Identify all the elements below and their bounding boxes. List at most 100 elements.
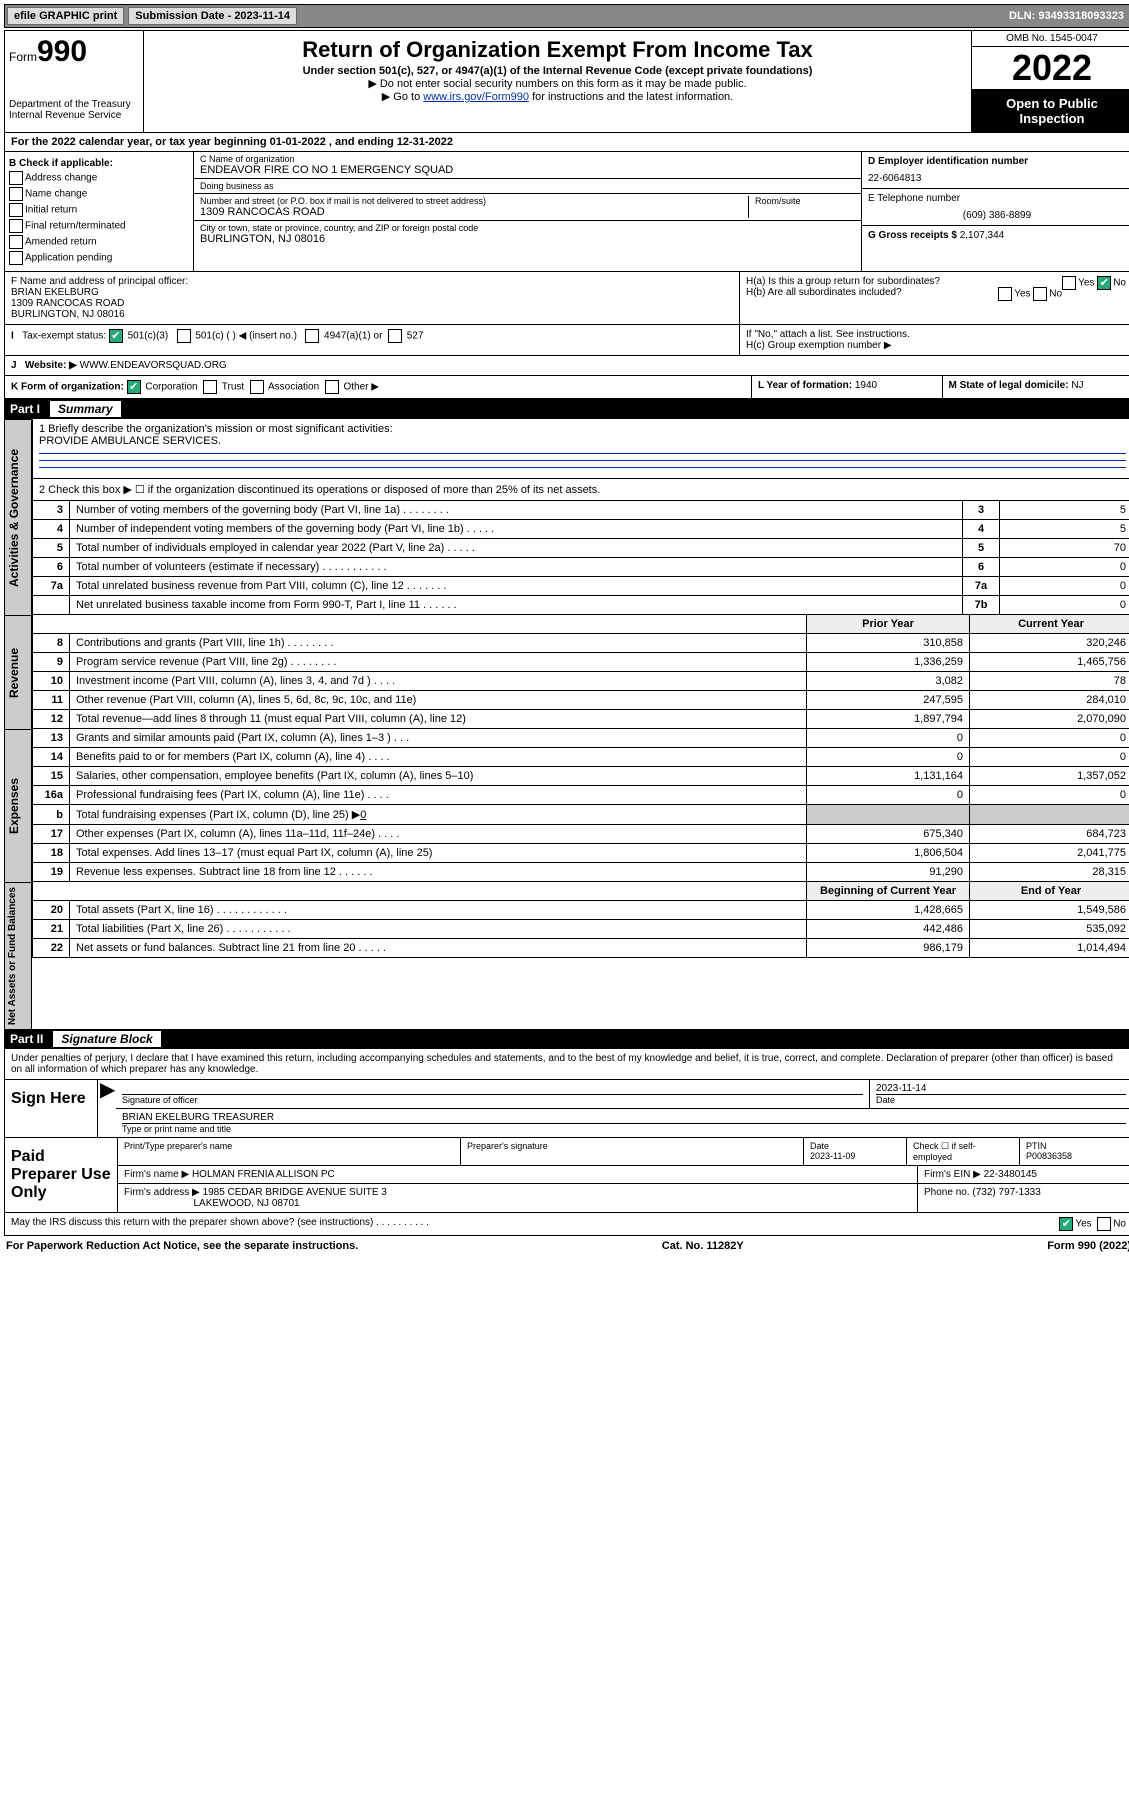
- hb-yes-cb[interactable]: [998, 287, 1012, 301]
- table-row: 7aTotal unrelated business revenue from …: [33, 577, 1129, 596]
- sig-officer: Signature of officer: [116, 1080, 870, 1108]
- begin-year-hdr: Beginning of Current Year: [807, 882, 970, 901]
- phone-value: (609) 386-8899: [868, 210, 1126, 221]
- mission-block: 1 Briefly describe the organization's mi…: [32, 419, 1129, 479]
- table-row: 10Investment income (Part VIII, column (…: [33, 672, 1129, 691]
- irs-link[interactable]: www.irs.gov/Form990: [423, 91, 529, 103]
- box-f: F Name and address of principal officer:…: [5, 272, 739, 324]
- part2-header: Part II Signature Block: [4, 1029, 1129, 1049]
- ptin-value: P00836358: [1026, 1151, 1072, 1161]
- box-i: I Tax-exempt status: ✔ 501(c)(3) 501(c) …: [5, 325, 739, 355]
- form-header: Form990 Department of the Treasury Inter…: [4, 30, 1129, 133]
- discuss-cell: May the IRS discuss this return with the…: [5, 1213, 1129, 1235]
- gross-value: 2,107,344: [960, 230, 1005, 241]
- website-value: WWW.ENDEAVORSQUAD.ORG: [80, 360, 227, 371]
- ha-no-cb[interactable]: ✔: [1097, 276, 1111, 290]
- efile-button[interactable]: efile GRAPHIC print: [7, 7, 124, 25]
- street-label: Number and street (or P.O. box if mail i…: [200, 196, 748, 206]
- sig-name: BRIAN EKELBURG TREASURER Type or print n…: [116, 1109, 1129, 1137]
- cb-corp[interactable]: ✔: [127, 380, 141, 394]
- arrow-icon: ▶: [98, 1080, 116, 1137]
- row-j: J Website: ▶ WWW.ENDEAVORSQUAD.ORG: [4, 356, 1129, 376]
- page-footer: For Paperwork Reduction Act Notice, see …: [4, 1236, 1129, 1256]
- officer-addr1: 1309 RANCOCAS ROAD: [11, 298, 733, 309]
- cb-name-change[interactable]: Name change: [9, 187, 189, 201]
- table-row: 16aProfessional fundraising fees (Part I…: [33, 786, 1129, 805]
- discuss-yes-cb[interactable]: ✔: [1059, 1217, 1073, 1231]
- box-lm: L Year of formation: 1940 M State of leg…: [751, 376, 1129, 398]
- dept-label: Department of the Treasury: [9, 99, 139, 110]
- omb-number: OMB No. 1545-0047: [972, 31, 1129, 47]
- cb-final-return[interactable]: Final return/terminated: [9, 219, 189, 233]
- part2-num: Part II: [10, 1032, 53, 1046]
- firm-ein-value: 22-3480145: [984, 1169, 1037, 1180]
- table-row: 6Total number of volunteers (estimate if…: [33, 558, 1129, 577]
- org-name: ENDEAVOR FIRE CO NO 1 EMERGENCY SQUAD: [200, 164, 855, 176]
- hb-no-cb[interactable]: [1033, 287, 1047, 301]
- street-value: 1309 RANCOCAS ROAD: [200, 206, 748, 218]
- discuss-no-cb[interactable]: [1097, 1217, 1111, 1231]
- end-year-hdr: End of Year: [970, 882, 1129, 901]
- sig-name-value: BRIAN EKELBURG TREASURER: [122, 1112, 1126, 1123]
- cb-other[interactable]: [325, 380, 339, 394]
- cb-initial-return[interactable]: Initial return: [9, 203, 189, 217]
- table-row: bTotal fundraising expenses (Part IX, co…: [33, 805, 1129, 825]
- row-klm: K Form of organization: ✔ Corporation Tr…: [4, 376, 1129, 399]
- cb-527[interactable]: [388, 329, 402, 343]
- website-label: Website: ▶: [25, 360, 77, 371]
- prep-date-value: 2023-11-09: [810, 1151, 855, 1161]
- tax-status-label: Tax-exempt status:: [22, 331, 106, 342]
- part1-num: Part I: [10, 402, 50, 416]
- expenses-table: 13Grants and similar amounts paid (Part …: [32, 729, 1129, 882]
- box-k: K Form of organization: ✔ Corporation Tr…: [5, 376, 751, 398]
- cb-amended-return[interactable]: Amended return: [9, 235, 189, 249]
- netassets-vbar: Net Assets or Fund Balances: [4, 882, 32, 1029]
- table-row: 21Total liabilities (Part X, line 26) . …: [33, 920, 1129, 939]
- firm-name-value: HOLMAN FRENIA ALLISON PC: [192, 1169, 335, 1180]
- box-m: M State of legal domicile: NJ: [943, 376, 1129, 398]
- table-row: 19Revenue less expenses. Subtract line 1…: [33, 863, 1129, 882]
- cb-assoc[interactable]: [250, 380, 264, 394]
- cb-501c[interactable]: [177, 329, 191, 343]
- table-row: 3Number of voting members of the governi…: [33, 501, 1129, 520]
- note-link: ▶ Go to www.irs.gov/Form990 for instruct…: [148, 90, 967, 103]
- mission-answer: PROVIDE AMBULANCE SERVICES.: [39, 435, 1126, 447]
- form-subtitle: Under section 501(c), 527, or 4947(a)(1)…: [148, 65, 967, 77]
- revenue-table: Prior Year Current Year 8Contributions a…: [32, 615, 1129, 729]
- firm-name-label: Firm's name ▶: [124, 1169, 189, 1180]
- table-row: 13Grants and similar amounts paid (Part …: [33, 729, 1129, 748]
- ha-yes-cb[interactable]: [1062, 276, 1076, 290]
- year-formation-value: 1940: [855, 380, 877, 391]
- revenue-vbar: Revenue: [4, 615, 32, 729]
- table-row: 4Number of independent voting members of…: [33, 520, 1129, 539]
- phone-cell: E Telephone number (609) 386-8899: [862, 189, 1129, 226]
- city-field: City or town, state or province, country…: [194, 221, 861, 247]
- cb-application-pending[interactable]: Application pending: [9, 251, 189, 265]
- table-row: 17Other expenses (Part IX, column (A), l…: [33, 825, 1129, 844]
- line-a: For the 2022 calendar year, or tax year …: [4, 133, 1129, 152]
- table-row: 5Total number of individuals employed in…: [33, 539, 1129, 558]
- cb-501c3[interactable]: ✔: [109, 329, 123, 343]
- org-name-field: C Name of organization ENDEAVOR FIRE CO …: [194, 152, 861, 179]
- cb-trust[interactable]: [203, 380, 217, 394]
- discuss-row: May the IRS discuss this return with the…: [4, 1213, 1129, 1236]
- firm-addr-cell: Firm's address ▶ 1985 CEDAR BRIDGE AVENU…: [118, 1184, 918, 1212]
- cb-4947[interactable]: [305, 329, 319, 343]
- row-fh: F Name and address of principal officer:…: [4, 272, 1129, 325]
- sig-date: 2023-11-14 Date: [870, 1080, 1129, 1108]
- table-row: 12Total revenue—add lines 8 through 11 (…: [33, 710, 1129, 729]
- form-prefix: Form: [9, 50, 37, 64]
- table-row: 18Total expenses. Add lines 13–17 (must …: [33, 844, 1129, 863]
- domicile-label: M State of legal domicile:: [949, 380, 1069, 391]
- hb-note: If "No," attach a list. See instructions…: [746, 329, 1126, 340]
- netassets-section: Net Assets or Fund Balances Beginning of…: [4, 882, 1129, 1029]
- part2-title: Signature Block: [53, 1031, 160, 1047]
- footer-center: Cat. No. 11282Y: [662, 1240, 744, 1252]
- hc-label: H(c) Group exemption number ▶: [746, 340, 1126, 351]
- city-value: BURLINGTON, NJ 08016: [200, 233, 855, 245]
- cb-address-change[interactable]: Address change: [9, 171, 189, 185]
- submission-date-button[interactable]: Submission Date - 2023-11-14: [128, 7, 297, 25]
- box-h: H(a) Is this a group return for subordin…: [739, 272, 1129, 324]
- firm-name-cell: Firm's name ▶ HOLMAN FRENIA ALLISON PC: [118, 1166, 918, 1183]
- penalty-text: Under penalties of perjury, I declare th…: [4, 1049, 1129, 1080]
